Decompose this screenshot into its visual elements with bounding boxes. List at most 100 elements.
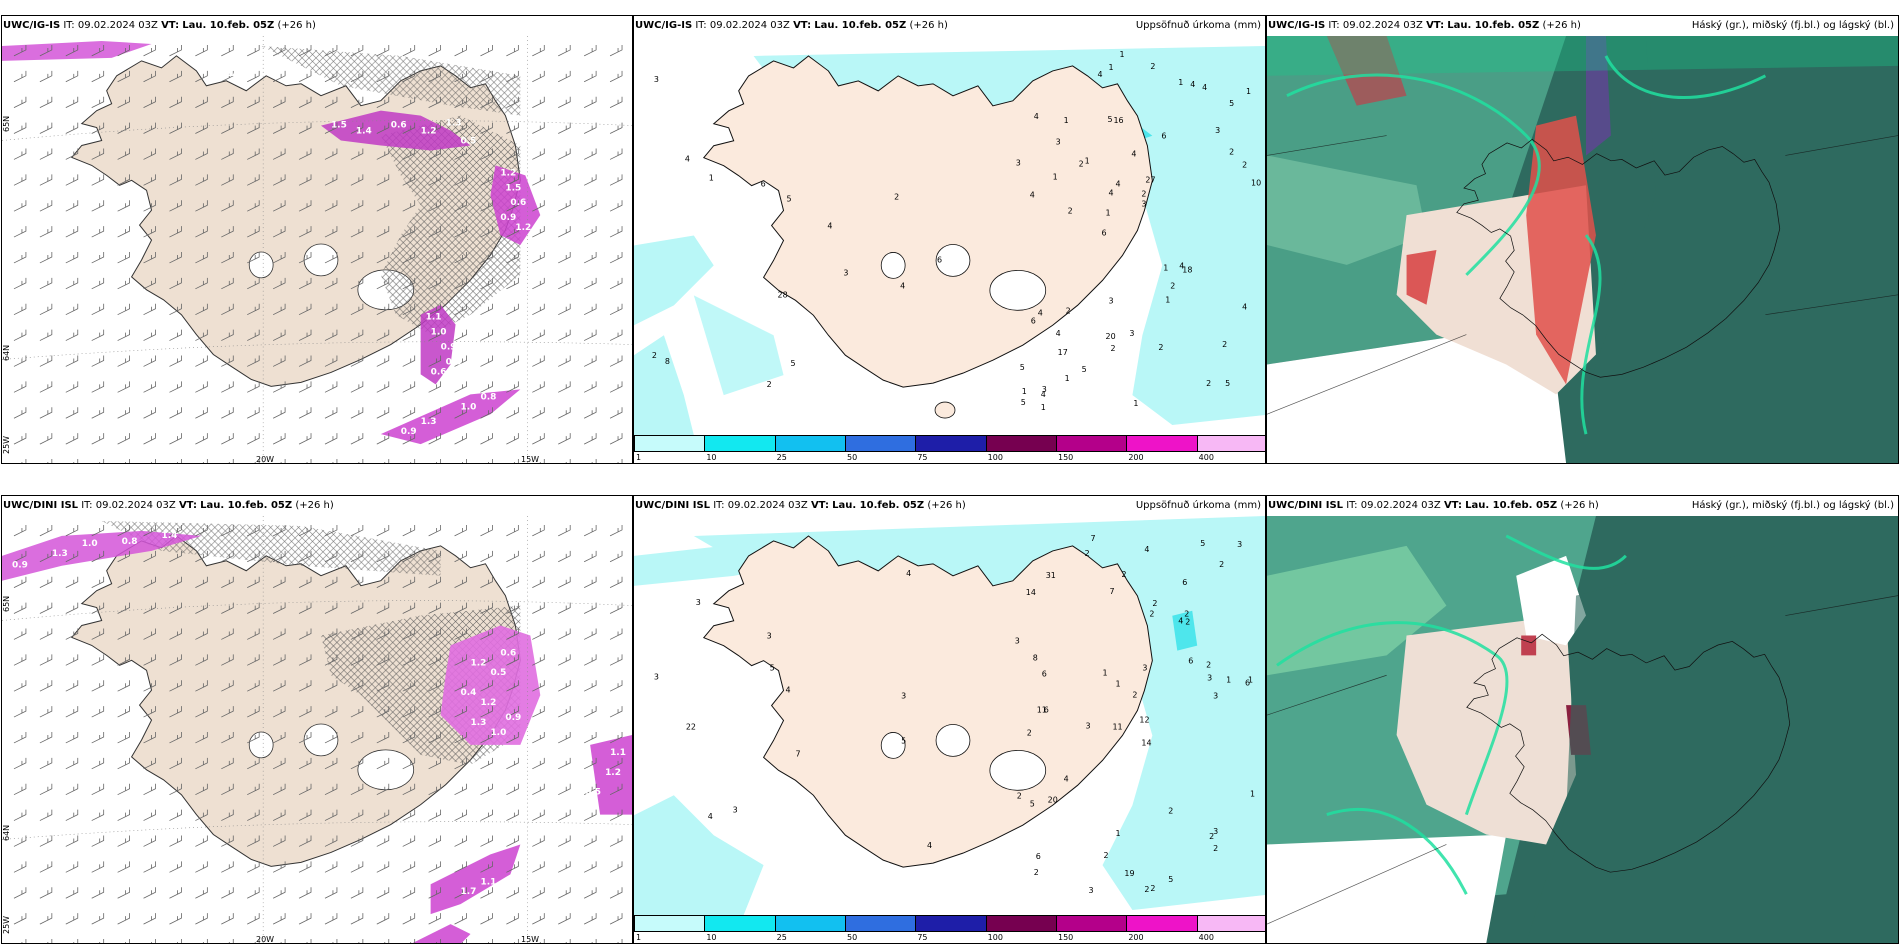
wind-barb: [272, 576, 286, 589]
vt-value: Lau. 10.feb. 05Z: [182, 20, 275, 31]
wind-barb: [247, 122, 260, 134]
wind-barb: [195, 731, 208, 744]
wind-barb: [143, 226, 156, 238]
wind-barb: [350, 407, 364, 419]
wind-barb: [532, 200, 545, 212]
wind-barb: [617, 459, 623, 463]
model-name: UWC/DINI ISL: [1268, 500, 1344, 511]
wind-barb: [583, 731, 597, 744]
wind-barb: [532, 731, 545, 744]
wind-barb: [532, 148, 545, 160]
wind-barb: [39, 96, 53, 109]
wind-barb: [65, 576, 79, 589]
wind-barb: [480, 757, 493, 770]
wind-barb: [91, 381, 105, 393]
wind-barb: [506, 200, 519, 212]
precip-value-label: 14: [1141, 738, 1151, 747]
wind-barb: [13, 226, 27, 238]
wind-barb: [376, 200, 390, 212]
wind-barb: [39, 148, 53, 160]
wind-barb: [532, 835, 545, 847]
wind-barb: [428, 887, 442, 899]
wind-map[interactable]: 1.5 1.4 0.6 1.2 1.3 0.5 1.2 1.5 0.6 0.9 1.2 1.1 1.0 0…: [2, 36, 632, 463]
wind-barb: [402, 407, 416, 419]
wind-barb: [221, 70, 234, 83]
wind-barb: [221, 96, 234, 109]
wind-barb: [480, 70, 493, 83]
wind-barb: [376, 602, 390, 614]
wind-barb: [506, 148, 519, 160]
wind-barb: [539, 939, 545, 943]
wind-barb: [376, 628, 390, 640]
icing-value-label: 0.4: [461, 688, 477, 698]
precip-value-label: 2: [1150, 62, 1155, 71]
colorbar-swatch: [704, 435, 776, 452]
wind-barb: [350, 96, 364, 109]
wind-barb: [306, 459, 312, 463]
wind-barb: [428, 148, 442, 160]
wind-barb: [376, 122, 390, 134]
precip-value-label: 2: [1185, 618, 1190, 627]
wind-barb: [169, 550, 182, 563]
wind-barb: [272, 602, 286, 614]
wind-barb: [591, 459, 597, 463]
precip-value-label: 3: [1141, 200, 1146, 209]
wind-barb: [247, 783, 260, 796]
precip-map[interactable]: 7 6 6 11 14 6 14 4 2 2 2 2 2 3 2 2 1 5 6 4 6 11 1 1 2 8 1 3 3 5 2 2 20 1 2…: [634, 516, 1265, 915]
wind-barb: [454, 783, 467, 796]
wind-barb: [532, 654, 545, 666]
wind-barb: [143, 809, 156, 821]
wind-barb: [506, 70, 519, 83]
precip-value-label: 1: [1106, 209, 1111, 218]
wind-barb: [91, 174, 105, 186]
wind-barb: [506, 809, 519, 821]
colorbar-swatch: [1126, 435, 1198, 452]
wind-barb: [39, 277, 53, 290]
wind-barb: [65, 887, 79, 899]
wind-barb: [13, 148, 27, 160]
icing-value-label: 1.1: [480, 877, 496, 887]
wind-barb: [39, 550, 53, 563]
wind-barb: [532, 680, 545, 692]
cloud-map[interactable]: [1267, 36, 1898, 463]
wind-barb: [324, 122, 338, 134]
wind-barb: [558, 783, 571, 796]
wind-barb: [428, 174, 442, 186]
wind-barb: [169, 602, 182, 614]
wind-barb: [428, 913, 442, 925]
vt-label: VT:: [1443, 500, 1462, 511]
precip-value-label: 3: [1129, 329, 1134, 338]
it-label: IT:: [63, 20, 75, 31]
wind-barb: [428, 70, 442, 83]
wind-barb: [39, 329, 53, 341]
it-value: 09.02.2024 03Z: [709, 20, 790, 31]
wind-barb: [402, 122, 416, 134]
precip-value-label: 5: [1229, 99, 1234, 108]
wind-barb: [117, 70, 130, 83]
vt-label: VT:: [810, 500, 829, 511]
cloud-map[interactable]: [1267, 516, 1898, 943]
precip-map[interactable]: 5 4 5 6 6 3 5 4 4 1 5 17 16 27 18 4 1 10 1 2 1 20 4 1 1 2 2 2 4 1 2 1 1 1…: [634, 36, 1265, 435]
wind-barb: [454, 680, 467, 692]
wind-barb: [91, 303, 105, 316]
wind-barb: [298, 303, 312, 316]
precip-value-label: 11: [1037, 706, 1047, 715]
wind-barb: [272, 277, 286, 290]
wind-barb: [324, 524, 338, 537]
icing-value-label: 0.6: [500, 648, 516, 658]
precip-value-label: 5: [901, 736, 906, 745]
vt-value: Lau. 10.feb. 05Z: [1447, 20, 1540, 31]
wind-barb: [558, 122, 571, 134]
wind-barb: [117, 887, 130, 899]
precip-value-label: 20: [1106, 332, 1116, 341]
precip-value-label: 2: [1209, 832, 1214, 841]
wind-barb: [558, 277, 571, 290]
wind-barb: [402, 706, 416, 718]
wind-map[interactable]: 0.9 1.3 1.0 0.8 1.4 1.2 0.5 0.4 1.2 0.9 1.0 0.6 1.3 1…: [2, 516, 632, 943]
wind-barb: [195, 96, 208, 109]
wind-barb: [13, 122, 27, 134]
wind-barb: [454, 174, 467, 186]
wind-barb: [609, 200, 623, 212]
wind-barb: [506, 122, 519, 134]
wind-barb: [65, 303, 79, 316]
